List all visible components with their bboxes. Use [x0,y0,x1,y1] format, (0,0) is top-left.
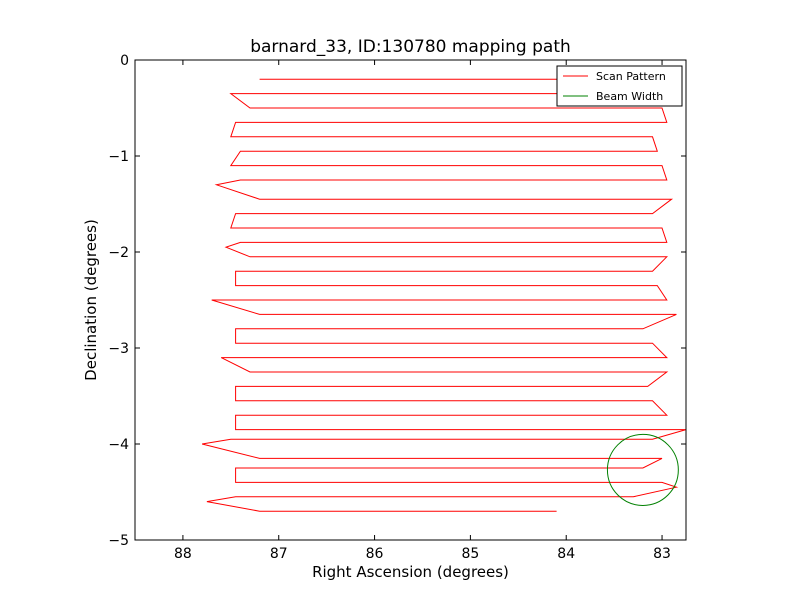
beam-width-circle [606,433,679,506]
x-axis-label: Right Ascension (degrees) [312,563,509,581]
y-tick-label: −3 [108,341,129,357]
scan-pattern-path [201,78,687,512]
x-tick-label: 88 [174,546,192,562]
x-tick-label: 86 [366,546,384,562]
x-tick-label: 83 [653,546,671,562]
legend: Scan Pattern Beam Width [556,65,683,107]
chart-title: barnard_33, ID:130780 mapping path [250,37,571,57]
legend-beam-width-label: Beam Width [596,90,663,103]
y-tick-label: −5 [108,533,129,549]
y-tick-label: −2 [108,245,129,261]
axis-ticks: 88 87 86 85 84 83 0 −1 −2 −3 −4 −5 [108,53,686,562]
y-axis-label: Declination (degrees) [82,219,100,381]
plot-frame [134,59,687,541]
x-tick-label: 85 [461,546,479,562]
legend-box [556,65,683,107]
y-tick-label: 0 [120,53,129,69]
legend-scan-pattern-label: Scan Pattern [596,70,666,83]
y-tick-label: −4 [108,437,129,453]
series-layer [201,78,687,512]
x-tick-label: 84 [557,546,575,562]
y-tick-label: −1 [108,149,129,165]
x-tick-label: 87 [270,546,288,562]
